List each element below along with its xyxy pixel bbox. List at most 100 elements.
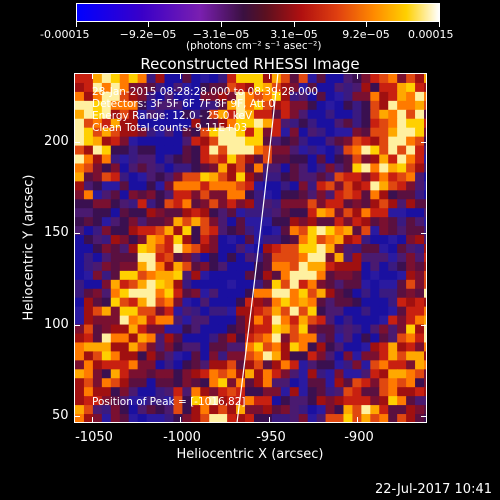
heatmap-pixel <box>334 342 344 352</box>
heatmap-pixel <box>379 109 389 120</box>
heatmap-pixel <box>289 136 300 147</box>
heatmap-pixel <box>128 297 139 308</box>
heatmap-pixel <box>289 369 300 379</box>
heatmap-pixel <box>92 74 103 84</box>
heatmap-pixel <box>209 118 219 129</box>
heatmap-pixel <box>155 109 165 120</box>
heatmap-pixel <box>262 369 273 379</box>
heatmap-pixel <box>307 369 318 379</box>
heatmap-pixel <box>92 369 103 379</box>
heatmap-pixel <box>361 360 371 370</box>
heatmap-pixel <box>173 199 183 209</box>
heatmap-pixel <box>227 127 237 138</box>
heatmap-pixel <box>155 136 165 147</box>
heatmap-pixel <box>75 396 85 406</box>
heatmap-pixel <box>370 315 380 326</box>
heatmap-pixel <box>101 378 112 388</box>
heatmap-pixel <box>101 109 112 120</box>
heatmap-pixel <box>406 145 416 156</box>
heatmap-pixel <box>379 270 389 281</box>
heatmap-pixel <box>298 127 309 138</box>
heatmap-pixel <box>146 297 157 308</box>
heatmap-pixel <box>424 306 426 317</box>
heatmap-pixel <box>155 351 165 361</box>
heatmap-pixel <box>92 100 103 111</box>
heatmap-pixel <box>271 252 282 263</box>
heatmap-pixel <box>289 91 300 102</box>
heatmap-pixel <box>262 261 273 272</box>
heatmap-pixel <box>137 342 148 352</box>
heatmap-pixel <box>101 190 112 200</box>
heatmap-pixel <box>182 306 192 317</box>
heatmap-pixel <box>298 235 309 245</box>
heatmap-pixel <box>280 369 291 379</box>
heatmap-pixel <box>92 315 103 326</box>
heatmap-pixel <box>92 226 103 236</box>
heatmap-pixel <box>218 172 228 182</box>
heatmap-pixel <box>119 136 130 147</box>
heatmap-pixel <box>227 333 237 343</box>
heatmap-pixel <box>218 100 228 111</box>
heatmap-pixel <box>289 378 300 388</box>
heatmap-pixel <box>137 154 148 164</box>
heatmap-pixel <box>83 199 94 209</box>
heatmap-pixel <box>388 226 398 236</box>
heatmap-pixel <box>182 351 192 361</box>
heatmap-pixel <box>128 199 139 209</box>
heatmap-pixel <box>316 208 327 218</box>
heatmap-pixel <box>227 387 237 397</box>
x-tick <box>180 73 181 79</box>
heatmap-pixel <box>128 109 139 120</box>
heatmap-pixel <box>245 136 255 147</box>
heatmap-pixel <box>128 261 139 272</box>
heatmap-pixel <box>218 217 228 227</box>
heatmap-pixel <box>92 163 103 173</box>
heatmap-pixel <box>253 306 264 317</box>
heatmap-pixel <box>119 217 130 227</box>
heatmap-pixel <box>271 91 282 102</box>
heatmap-pixel <box>370 270 380 281</box>
heatmap-pixel <box>218 270 228 281</box>
y-tick <box>421 325 427 326</box>
heatmap-pixel <box>325 199 336 209</box>
heatmap-pixel <box>128 190 139 200</box>
heatmap-pixel <box>343 396 353 406</box>
heatmap-pixel <box>200 405 210 415</box>
heatmap-pixel <box>191 109 201 120</box>
heatmap-pixel <box>298 109 309 120</box>
heatmap-pixel <box>83 163 94 173</box>
heatmap-pixel <box>415 163 425 173</box>
heatmap-pixel <box>182 324 192 335</box>
heatmap-pixel <box>146 351 157 361</box>
heatmap-pixel <box>370 74 380 84</box>
heatmap-pixel <box>352 118 362 129</box>
heatmap-pixel <box>83 387 94 397</box>
heatmap-pixel <box>191 360 201 370</box>
heatmap-pixel <box>218 288 228 299</box>
heatmap-pixel <box>370 199 380 209</box>
heatmap-pixel <box>92 297 103 308</box>
heatmap-pixel <box>137 252 148 263</box>
heatmap-pixel <box>334 208 344 218</box>
heatmap-pixel <box>227 82 237 93</box>
heatmap-pixel <box>137 270 148 281</box>
heatmap-pixel <box>307 324 318 335</box>
heatmap-pixel <box>253 100 264 111</box>
heatmap-pixel <box>101 270 112 281</box>
heatmap-pixel <box>155 369 165 379</box>
colorbar-tick <box>148 22 149 27</box>
heatmap-pixel <box>119 172 130 182</box>
heatmap-pixel <box>262 208 273 218</box>
heatmap-pixel <box>173 145 183 156</box>
heatmap-pixel <box>379 217 389 227</box>
heatmap-pixel <box>253 333 264 343</box>
heatmap-pixel <box>110 333 121 343</box>
heatmap-pixel <box>155 315 165 326</box>
heatmap-pixel <box>128 252 139 263</box>
heatmap-pixel <box>92 91 103 102</box>
heatmap-pixel <box>379 414 389 422</box>
heatmap-pixel <box>253 145 264 156</box>
heatmap-pixel <box>343 405 353 415</box>
heatmap-pixel <box>101 74 112 84</box>
heatmap-pixel <box>370 351 380 361</box>
